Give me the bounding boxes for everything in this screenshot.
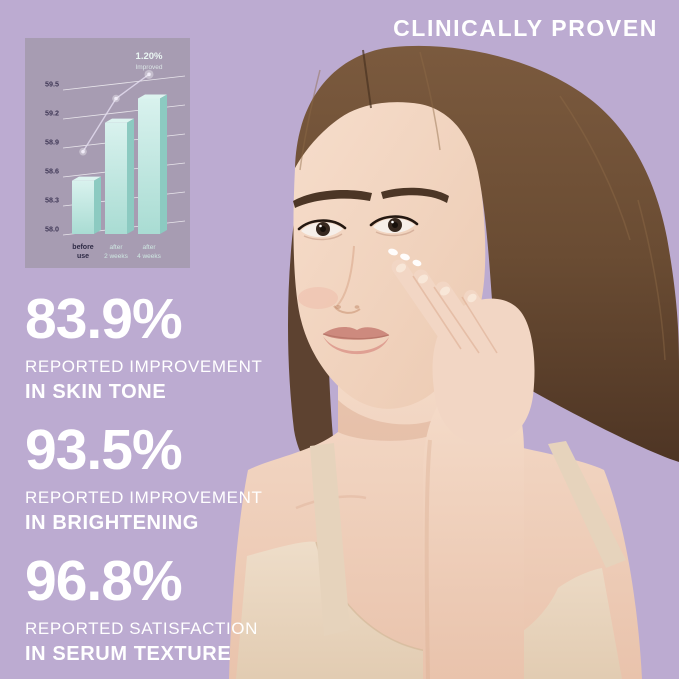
stat-description-bold: IN SKIN TONE [25, 381, 167, 404]
stat-value: 83.9% [25, 287, 183, 351]
stat-description: REPORTED IMPROVEMENT [25, 488, 263, 508]
stat-value: 93.5% [25, 418, 183, 483]
svg-text:59.5: 59.5 [45, 80, 59, 89]
stat-skin-tone: 83.9% REPORTED IMPROVEMENT IN SKIN TONE [25, 290, 262, 404]
svg-text:58.0: 58.0 [45, 225, 59, 234]
serum-dots [388, 248, 422, 267]
svg-text:59.2: 59.2 [45, 109, 59, 118]
stat-description: REPORTED IMPROVEMENT [25, 357, 263, 377]
svg-text:Improved: Improved [135, 64, 162, 71]
svg-text:use: use [77, 253, 89, 260]
svg-text:2 weeks: 2 weeks [104, 253, 129, 260]
stat-serum-texture: 96.8% REPORTED SATISFACTION IN SERUM TEX… [25, 552, 262, 666]
svg-text:58.3: 58.3 [45, 196, 59, 205]
svg-text:1.20%: 1.20% [136, 51, 163, 62]
bar-chart: 59.5 59.2 58.9 58.6 58.3 58.0 1.20% Improved bef… [45, 51, 186, 260]
stat-description: REPORTED SATISFACTION [25, 619, 259, 639]
stat-brightening: 93.5% REPORTED IMPROVEMENT IN BRIGHTENIN… [25, 421, 262, 535]
svg-text:after: after [109, 244, 123, 251]
stat-description-bold: IN SERUM TEXTURE [25, 643, 232, 666]
svg-text:58.6: 58.6 [45, 167, 59, 176]
svg-text:4 weeks: 4 weeks [137, 253, 162, 260]
svg-text:before: before [72, 244, 94, 251]
clinical-results-chart-panel: 59.5 59.2 58.9 58.6 58.3 58.0 1.20% Improved bef… [25, 38, 190, 268]
stat-description-bold: IN BRIGHTENING [25, 512, 199, 535]
stats-list: 83.9% REPORTED IMPROVEMENT IN SKIN TONE … [25, 290, 262, 666]
stat-value: 96.8% [25, 549, 183, 614]
svg-text:58.9: 58.9 [45, 138, 59, 147]
svg-text:after: after [142, 244, 156, 251]
clinically-proven-headline: CLINICALLY PROVEN [393, 15, 658, 41]
